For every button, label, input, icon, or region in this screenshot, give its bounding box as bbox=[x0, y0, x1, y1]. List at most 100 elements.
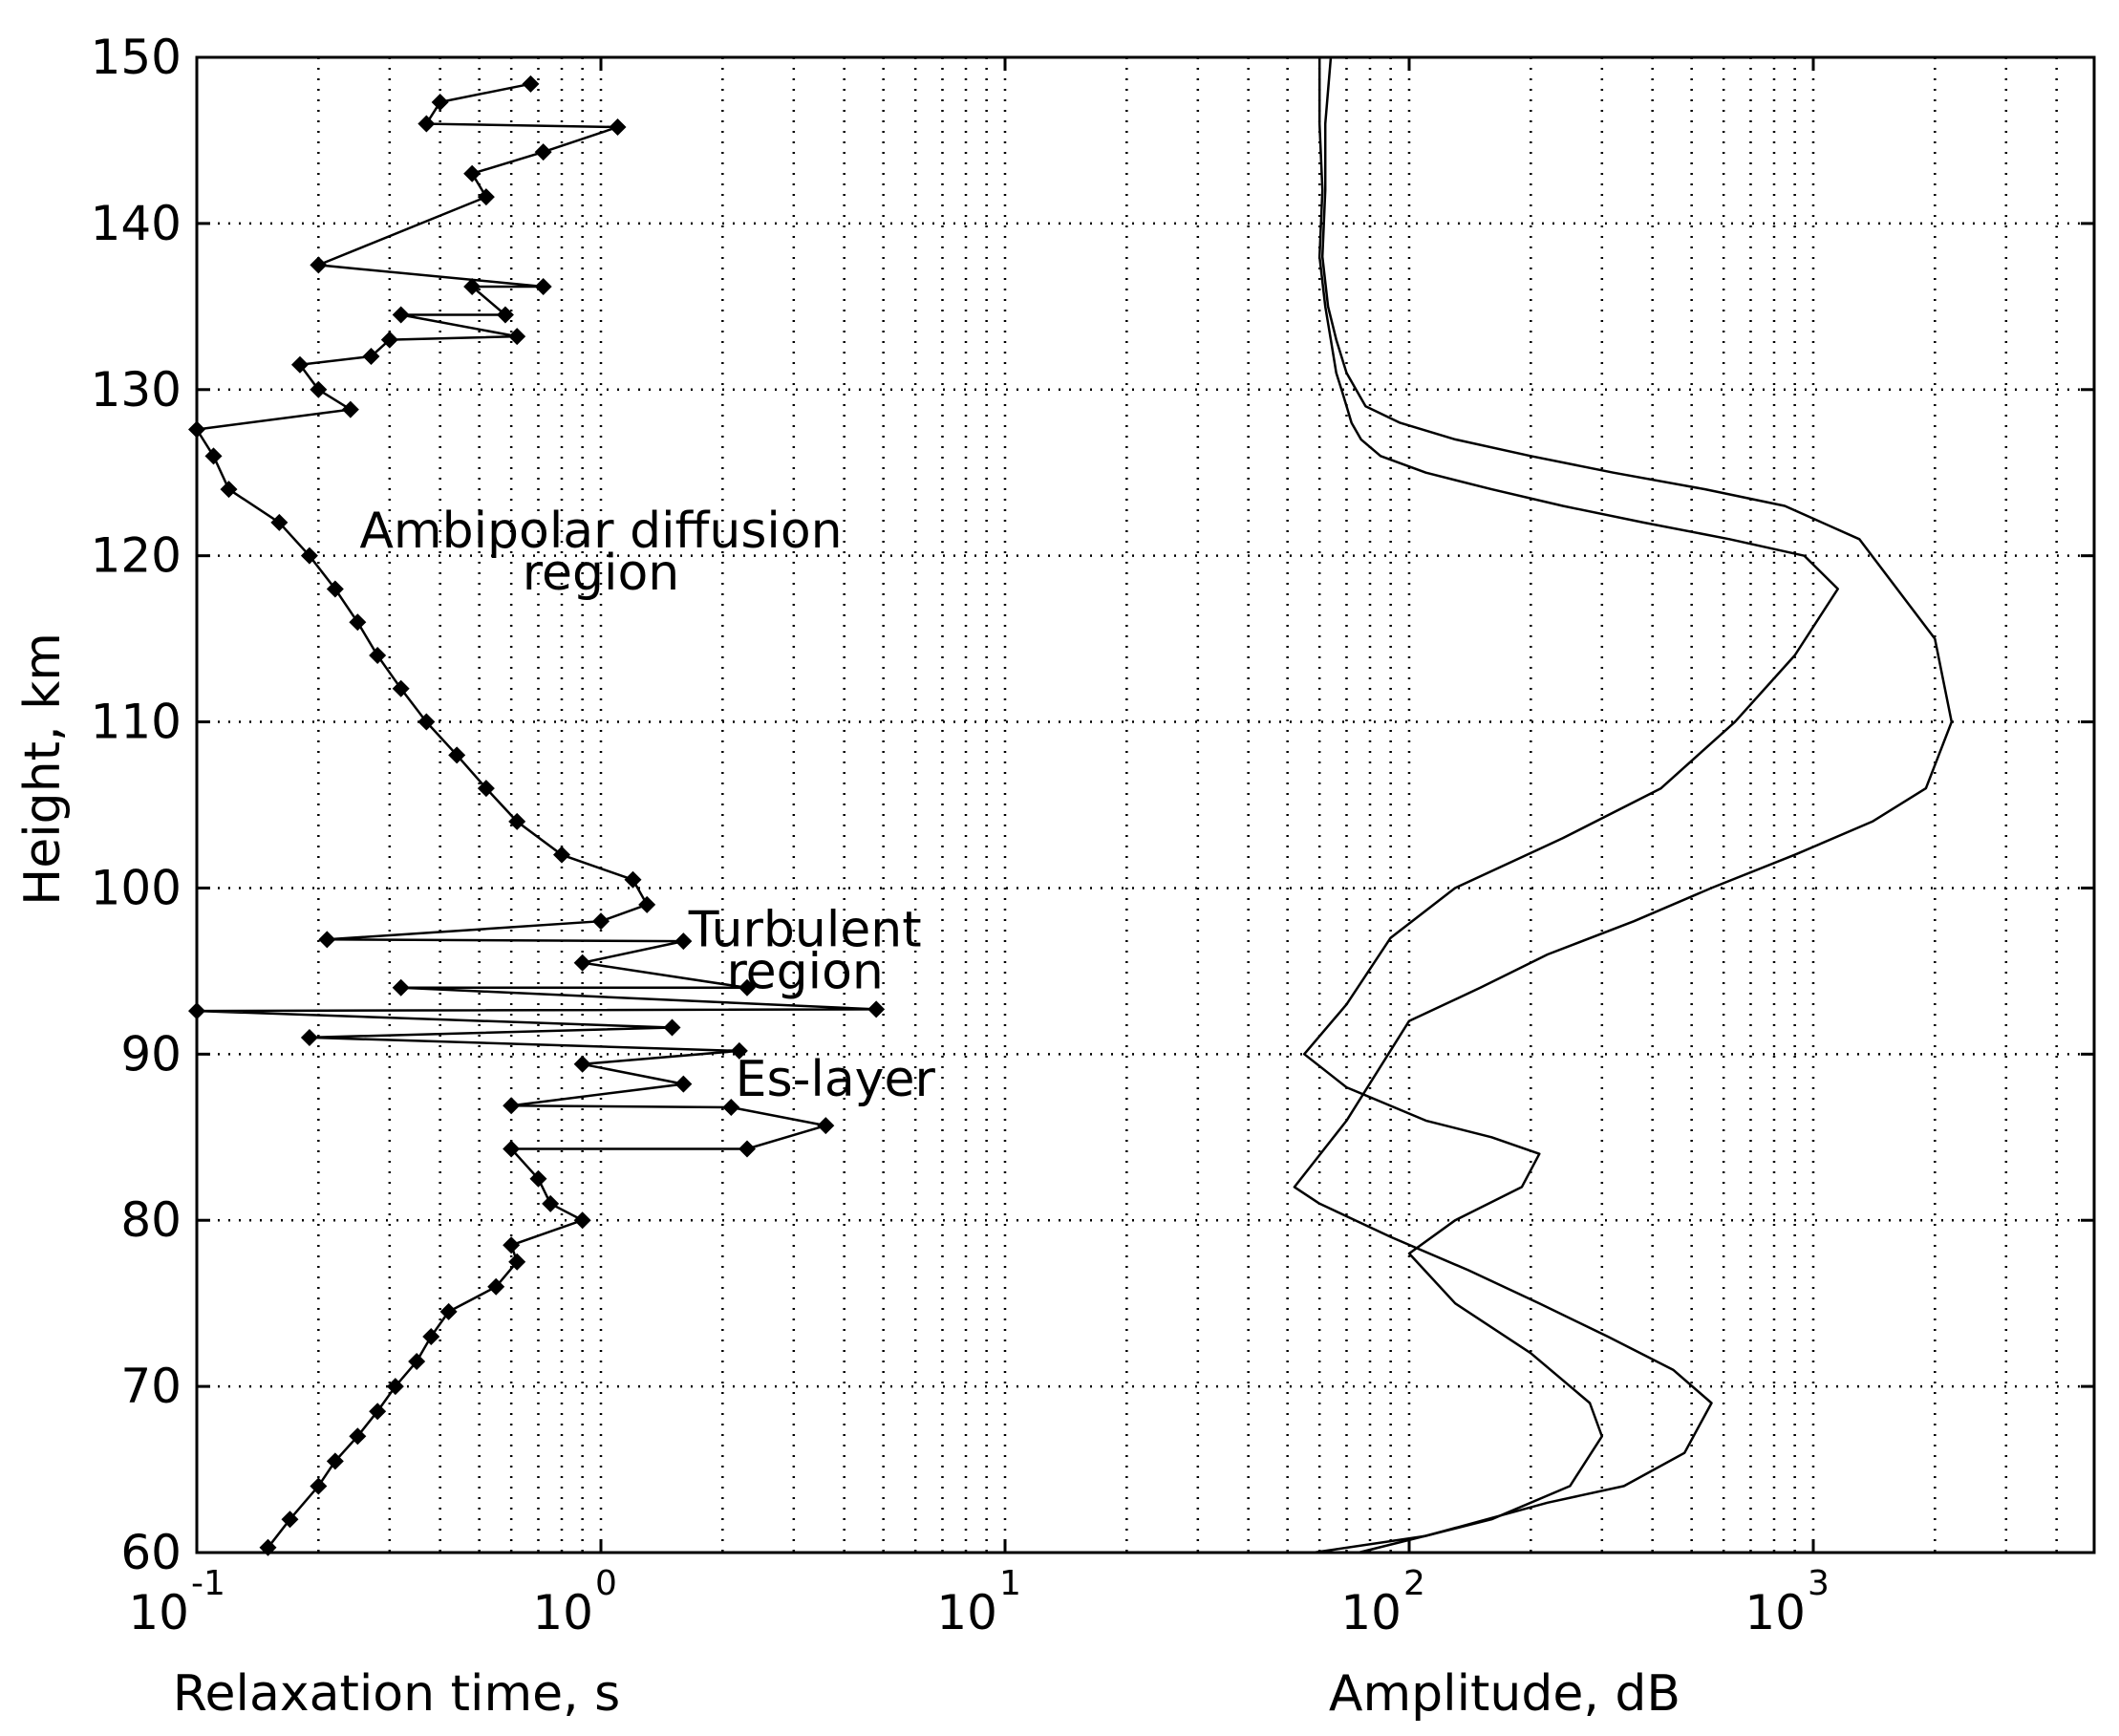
x-tick-exponent: 3 bbox=[1808, 1564, 1830, 1603]
relaxation-point bbox=[290, 355, 309, 374]
annotation-text: Turbulent bbox=[688, 901, 922, 958]
x-tick-exponent: 2 bbox=[1403, 1564, 1425, 1603]
relaxation-point bbox=[369, 1403, 387, 1421]
relaxation-point bbox=[300, 547, 318, 565]
relaxation-point bbox=[508, 1253, 526, 1271]
relaxation-point bbox=[270, 513, 289, 531]
relaxation-point bbox=[318, 931, 336, 949]
relaxation-point bbox=[722, 1098, 740, 1116]
relaxation-point bbox=[417, 713, 436, 731]
annotation-text: region bbox=[523, 545, 679, 602]
relaxation-point bbox=[638, 895, 656, 913]
relaxation-point bbox=[573, 1211, 591, 1230]
relaxation-point bbox=[503, 1097, 521, 1115]
relaxation-point bbox=[522, 75, 540, 93]
relaxation-point bbox=[386, 1378, 404, 1396]
relaxation-point bbox=[362, 348, 380, 365]
relaxation-point bbox=[477, 188, 495, 206]
relaxation-point bbox=[730, 1041, 748, 1060]
y-tick-label: 60 bbox=[120, 1525, 182, 1580]
relaxation-point bbox=[300, 1028, 318, 1046]
ticks: 6070809010011012013014015010-11001011021… bbox=[91, 30, 2094, 1640]
relaxation-point bbox=[609, 118, 627, 137]
relaxation-point bbox=[738, 978, 757, 997]
x-tick-exponent: -1 bbox=[191, 1564, 225, 1603]
relaxation-point bbox=[674, 1075, 693, 1093]
relaxation-point bbox=[349, 613, 367, 632]
relaxation-point bbox=[624, 870, 642, 889]
plot-frame bbox=[195, 55, 2096, 1554]
y-tick-label: 100 bbox=[91, 860, 182, 915]
x-tick-base: 10 bbox=[1340, 1585, 1402, 1640]
relaxation-point bbox=[281, 1511, 299, 1529]
relaxation-point bbox=[534, 277, 552, 295]
relaxation-point bbox=[738, 1140, 757, 1158]
y-tick-label: 70 bbox=[120, 1359, 182, 1414]
y-tick-label: 130 bbox=[91, 362, 182, 418]
y-tick-label: 140 bbox=[91, 196, 182, 251]
y-tick-label: 110 bbox=[91, 695, 182, 750]
relaxation-point bbox=[496, 306, 514, 324]
x-tick-exponent: 1 bbox=[999, 1564, 1021, 1603]
relaxation-point bbox=[349, 1427, 367, 1446]
relaxation-point bbox=[380, 331, 398, 349]
relaxation-point bbox=[534, 143, 552, 161]
y-tick-label: 90 bbox=[120, 1026, 182, 1082]
x-axis-label-relaxation: Relaxation time, s bbox=[173, 1665, 621, 1723]
relaxation-point bbox=[408, 1353, 426, 1371]
annotation-text: Ambipolar diffusion bbox=[359, 503, 842, 560]
y-tick-label: 120 bbox=[91, 528, 182, 584]
relaxation-point bbox=[477, 780, 495, 798]
x-tick-base: 10 bbox=[936, 1585, 997, 1640]
grid bbox=[197, 57, 2094, 1553]
relaxation-point bbox=[392, 978, 410, 997]
relaxation-point bbox=[326, 580, 344, 598]
y-axis-label: Height, km bbox=[14, 632, 72, 906]
relaxation-point bbox=[508, 812, 526, 830]
series-layer bbox=[188, 56, 1954, 1556]
relaxation-point bbox=[204, 447, 223, 465]
relaxation-point bbox=[817, 1117, 835, 1135]
relaxation-point bbox=[220, 481, 238, 499]
x-tick-base: 10 bbox=[532, 1585, 593, 1640]
relaxation-point bbox=[553, 846, 571, 864]
relaxation-point bbox=[326, 1452, 344, 1470]
y-tick-label: 80 bbox=[120, 1192, 182, 1248]
relaxation-point bbox=[392, 306, 410, 324]
relaxation-point bbox=[674, 932, 693, 951]
relaxation-point bbox=[867, 1000, 886, 1018]
relaxation-point bbox=[392, 679, 410, 697]
relaxation-point bbox=[487, 1277, 505, 1296]
amplitude-profile-line bbox=[1293, 56, 1954, 1554]
annotations: Ambipolar diffusionregionTurbulentregion… bbox=[359, 503, 935, 1108]
relaxation-point bbox=[508, 328, 526, 346]
relaxation-point bbox=[503, 1236, 521, 1254]
relaxation-point bbox=[439, 1302, 458, 1320]
relaxation-point bbox=[310, 1477, 328, 1495]
relaxation-point bbox=[503, 1140, 521, 1158]
x-tick-exponent: 0 bbox=[595, 1564, 617, 1603]
annotation-text: Es-layer bbox=[736, 1051, 936, 1108]
relaxation-point bbox=[529, 1169, 547, 1188]
relaxation-point bbox=[663, 1018, 681, 1037]
relaxation-point bbox=[463, 164, 482, 182]
relaxation-point bbox=[341, 400, 359, 418]
x-tick-base: 10 bbox=[128, 1585, 189, 1640]
relaxation-point bbox=[422, 1327, 440, 1345]
relaxation-point bbox=[542, 1194, 560, 1212]
amplitude-profile-line bbox=[1302, 57, 1839, 1554]
relaxation-point bbox=[431, 93, 449, 111]
annotation-text: region bbox=[726, 943, 883, 1000]
relaxation-point bbox=[592, 912, 610, 931]
x-tick-base: 10 bbox=[1744, 1585, 1806, 1640]
x-axis-label-amplitude: Amplitude, dB bbox=[1329, 1665, 1680, 1723]
relaxation-point bbox=[573, 954, 591, 972]
relaxation-point bbox=[369, 647, 387, 664]
relaxation-point bbox=[417, 115, 436, 133]
relaxation-point bbox=[573, 1055, 591, 1073]
y-tick-label: 150 bbox=[91, 30, 182, 85]
relaxation-point bbox=[448, 746, 466, 764]
relaxation-point bbox=[463, 277, 482, 295]
